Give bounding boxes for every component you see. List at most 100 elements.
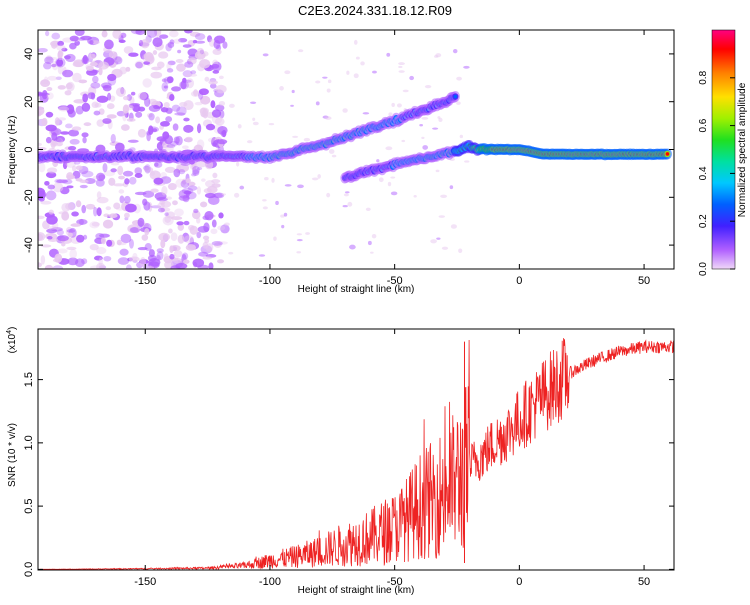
spectral-blob — [390, 176, 396, 179]
spectral-blob — [176, 221, 184, 226]
spectral-blob — [328, 149, 335, 154]
y-tick-label: 20 — [23, 96, 35, 108]
spectral-blob — [108, 213, 118, 219]
spectral-blob — [438, 215, 446, 218]
spectral-blob — [196, 231, 202, 239]
spectral-blob — [173, 250, 183, 258]
spectral-blob — [183, 220, 190, 226]
spectral-blob — [203, 222, 210, 233]
spectral-blob — [178, 37, 188, 43]
spectral-blob — [51, 32, 61, 40]
spectral-blob — [211, 219, 217, 228]
colorbar-tick-label: 0.6 — [698, 118, 709, 132]
spectral-blob — [164, 166, 176, 173]
spectral-blob — [89, 40, 94, 45]
spectral-blob — [58, 106, 70, 112]
spectral-blob — [183, 259, 190, 264]
spectral-blob — [173, 168, 181, 178]
spectral-blob — [93, 206, 98, 217]
spectral-blob — [99, 233, 110, 238]
spectral-blob — [118, 189, 125, 194]
spectral-blob — [192, 258, 205, 268]
spectral-blob — [104, 39, 114, 50]
spectral-blob — [150, 171, 156, 176]
svg-text:(x104): (x104) — [6, 327, 18, 354]
spectral-blob — [113, 202, 121, 210]
spectral-blob — [360, 61, 365, 66]
spectral-blob — [372, 70, 377, 74]
spectral-blob — [124, 212, 130, 219]
spectral-blob — [166, 68, 174, 73]
spectral-blob — [72, 61, 84, 68]
spectral-blob — [70, 223, 81, 227]
spectral-blob — [171, 104, 181, 112]
spectral-blob — [126, 118, 136, 122]
spectral-blob — [57, 85, 66, 90]
spectral-blob — [51, 63, 57, 68]
spectral-blob — [200, 95, 211, 105]
spectral-blob — [168, 228, 173, 234]
spectral-blob — [194, 40, 206, 44]
spectral-blob — [164, 212, 169, 217]
spectral-blob — [172, 123, 179, 131]
spectral-blob — [125, 203, 137, 213]
spectral-blob — [158, 51, 169, 59]
spectral-blob — [163, 76, 173, 84]
spectral-blob — [174, 208, 184, 217]
spectral-blob — [106, 239, 113, 247]
spectral-blob — [228, 251, 234, 255]
spectral-blob — [212, 172, 218, 179]
spectral-blob — [56, 138, 64, 147]
spectral-blob — [69, 42, 77, 50]
spectral-blob — [85, 203, 96, 210]
spectral-blob — [130, 30, 143, 35]
spectral-blob — [296, 233, 302, 236]
spectral-blob — [212, 192, 224, 198]
spectral-blob — [290, 104, 294, 107]
spectral-blob — [367, 240, 372, 246]
spectral-blob — [280, 214, 285, 218]
spectral-blob — [140, 39, 150, 49]
spectral-blob — [164, 253, 169, 261]
spectral-blob — [197, 123, 202, 134]
spectral-blob — [55, 57, 66, 68]
spectral-blob — [199, 107, 210, 115]
spectral-blob — [152, 128, 158, 132]
spectral-blob — [82, 136, 87, 144]
spectral-blob — [87, 92, 96, 100]
spectral-blob — [71, 211, 79, 217]
spectral-blob — [424, 85, 432, 89]
spectral-blob — [62, 69, 74, 78]
spectral-blob — [250, 101, 257, 104]
spectral-blob — [208, 80, 218, 85]
spectral-blob — [192, 165, 200, 175]
spectral-blob — [138, 39, 144, 47]
spectral-blob — [275, 200, 279, 206]
spectral-blob — [234, 192, 240, 198]
spectral-blob — [143, 61, 150, 65]
spectral-blob — [66, 246, 77, 251]
spectral-blob — [106, 114, 117, 119]
spectral-blob — [101, 30, 108, 38]
spectral-blob — [214, 117, 225, 126]
spectral-blob — [183, 124, 194, 133]
spectral-blob — [296, 239, 303, 242]
spectral-blob — [388, 112, 393, 117]
spectral-blob — [142, 52, 154, 63]
spectral-blob — [273, 236, 277, 241]
spectral-blob — [166, 144, 176, 148]
snr-x-axis: -150 -100 -50 0 50 — [134, 329, 650, 588]
spectral-blob — [153, 161, 163, 168]
spectral-blob — [96, 191, 102, 199]
spectral-blob — [137, 246, 148, 251]
colorbar-tick-label: 0.8 — [698, 70, 709, 84]
spectral-blob — [262, 53, 269, 57]
y-tick-label: -40 — [23, 237, 35, 253]
spectral-blob — [164, 215, 171, 223]
spectral-blob — [326, 88, 331, 93]
spectral-blob — [378, 177, 384, 183]
spectral-blob — [196, 47, 205, 55]
spectral-blob — [127, 139, 139, 143]
spectral-blob — [83, 122, 92, 127]
